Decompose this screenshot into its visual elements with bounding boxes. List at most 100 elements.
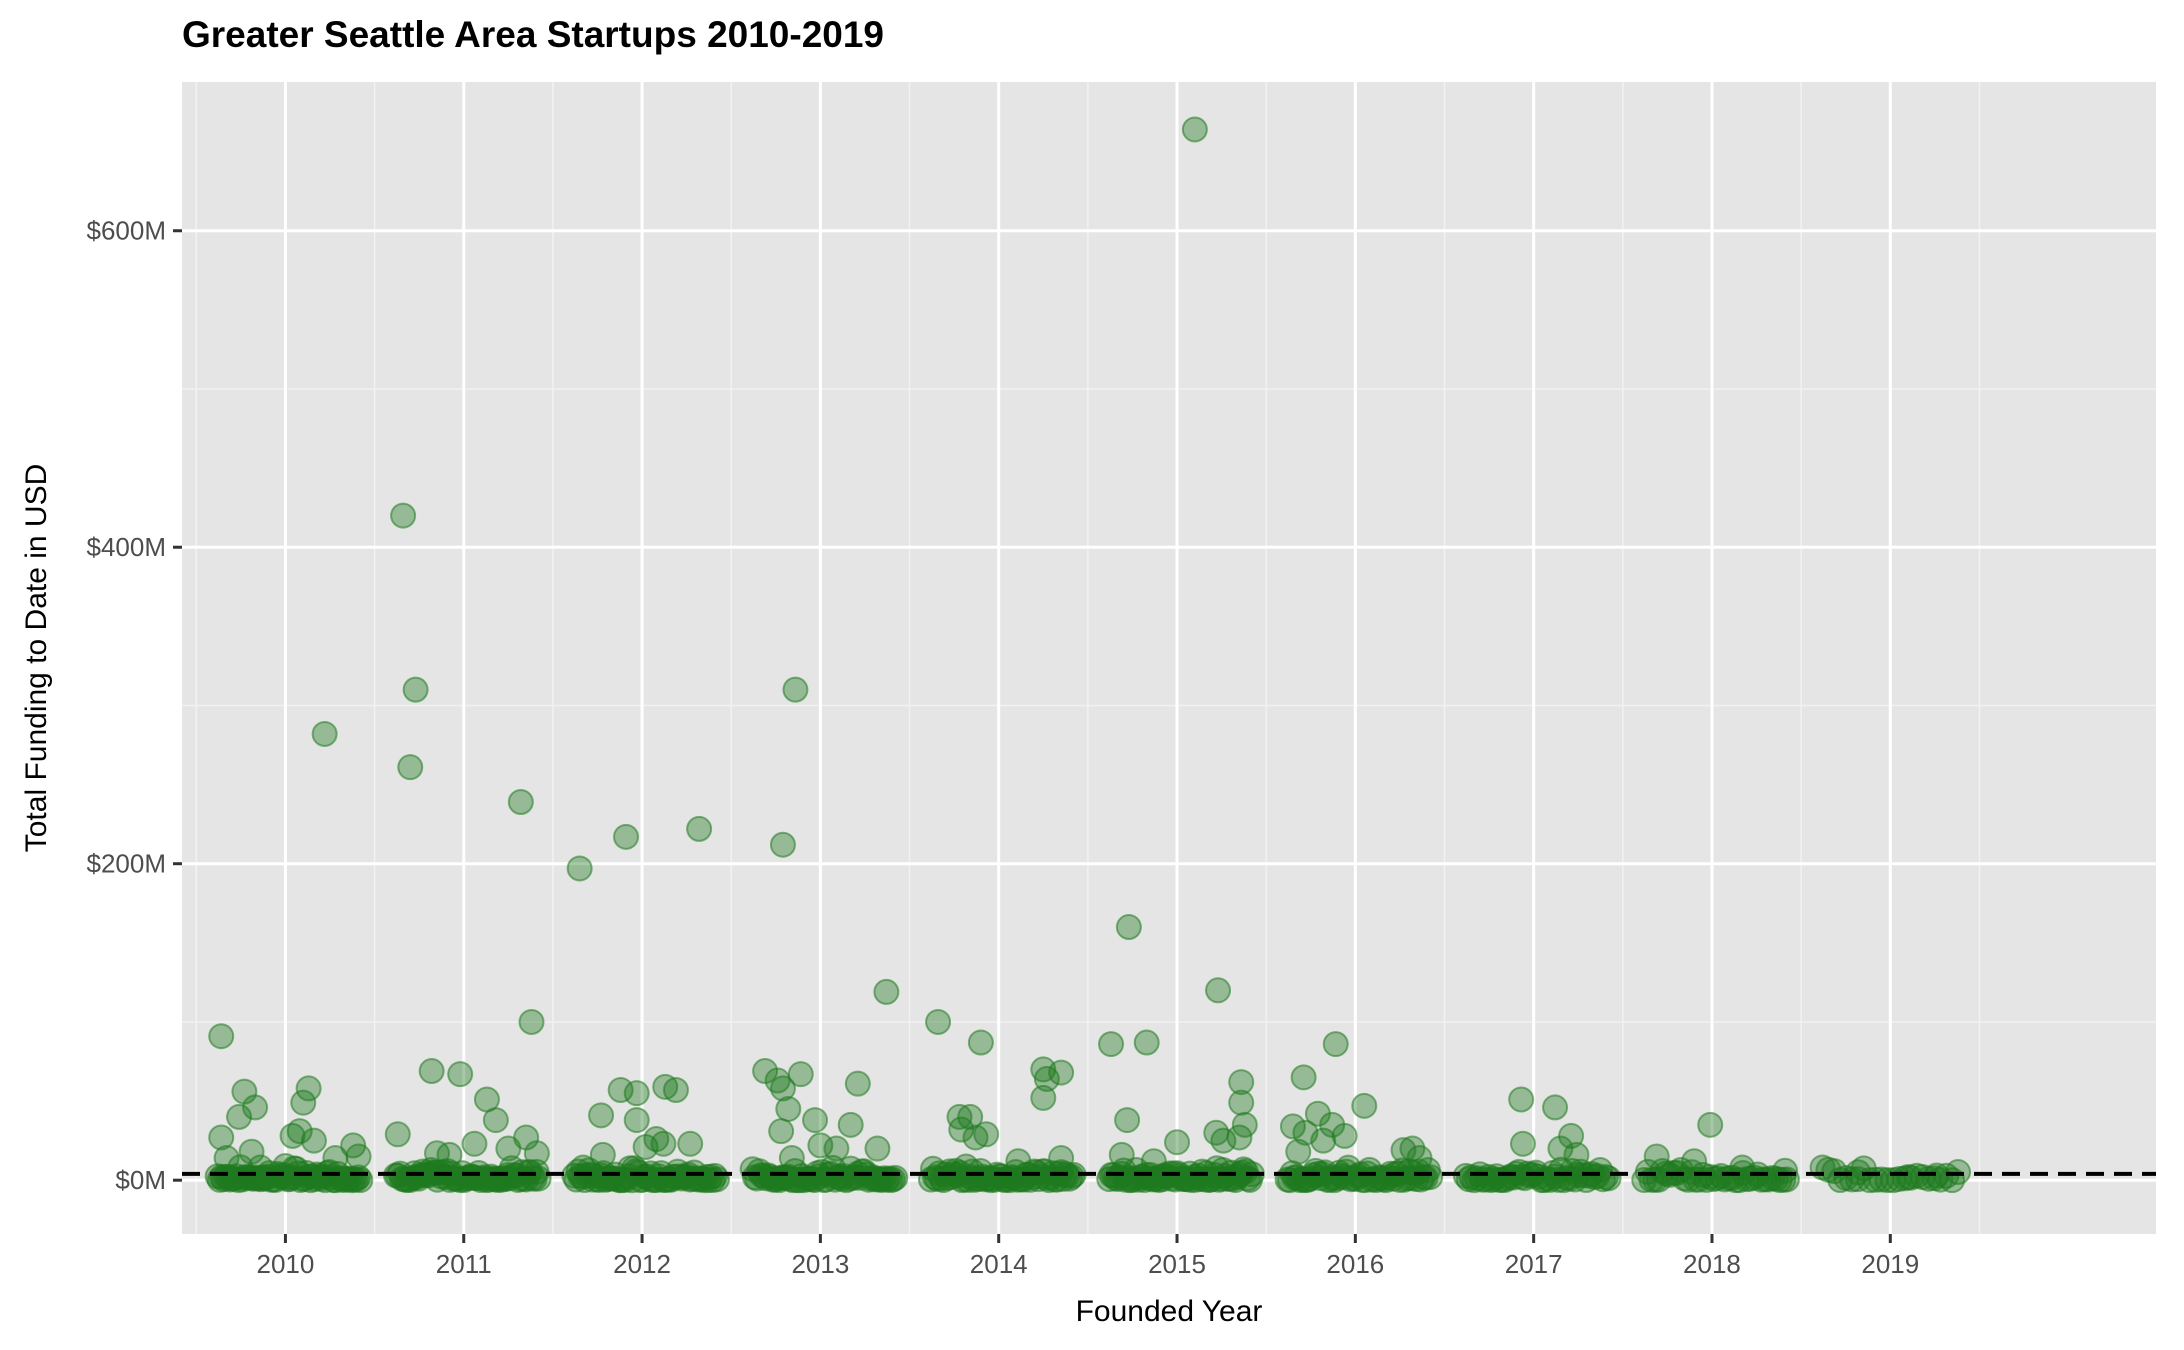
data-point: [957, 1103, 984, 1130]
data-point: [300, 1127, 327, 1154]
minor-gridlines: [182, 82, 2156, 1234]
data-point: [1681, 1148, 1708, 1175]
data-point: [518, 1008, 545, 1035]
data-point: [623, 1107, 650, 1134]
x-tick-label: 2018: [1683, 1249, 1741, 1279]
data-point: [1048, 1059, 1075, 1086]
data-point: [1542, 1094, 1569, 1121]
data-point: [436, 1141, 463, 1168]
data-point: [1048, 1145, 1075, 1172]
data-point: [566, 855, 593, 882]
x-tick-label: 2017: [1505, 1249, 1563, 1279]
data-point: [1290, 1064, 1317, 1091]
data-point: [775, 1095, 802, 1122]
data-point: [1228, 1089, 1255, 1116]
data-point: [607, 1077, 634, 1103]
data-point: [1563, 1141, 1590, 1168]
data-point: [507, 789, 534, 815]
data-point: [523, 1140, 550, 1167]
data-point: [613, 823, 640, 850]
data-point: [1406, 1145, 1433, 1172]
data-point: [1697, 1111, 1724, 1138]
y-tick-label: $0M: [115, 1165, 166, 1195]
data-point: [686, 815, 713, 842]
data-point: [967, 1029, 994, 1056]
data-point: [1108, 1141, 1135, 1168]
data-point: [1595, 1165, 1622, 1192]
data-point: [623, 1080, 650, 1107]
data-point: [1140, 1148, 1167, 1175]
x-tick-label: 2011: [436, 1249, 492, 1279]
data-point: [213, 1145, 240, 1172]
data-point: [703, 1166, 730, 1193]
data-point: [1033, 1065, 1060, 1092]
data-point: [295, 1075, 322, 1102]
data-point: [650, 1130, 677, 1157]
data-point: [1390, 1137, 1417, 1164]
x-tick-label: 2014: [970, 1249, 1028, 1279]
x-tick-label: 2019: [1861, 1249, 1919, 1279]
data-point: [525, 1165, 552, 1192]
data-point: [208, 1023, 235, 1050]
x-axis-title: Founded Year: [1076, 1295, 1263, 1328]
data-point: [447, 1061, 474, 1088]
data-point: [948, 1116, 975, 1143]
data-point: [1114, 1107, 1141, 1134]
data-point: [482, 1107, 509, 1134]
data-point: [1228, 1069, 1255, 1096]
data-point: [1643, 1143, 1670, 1170]
data-point: [1351, 1092, 1378, 1119]
data-point: [973, 1121, 1000, 1148]
data-point: [461, 1130, 488, 1157]
data-point: [390, 502, 417, 529]
data-point: [247, 1154, 274, 1181]
data-point: [873, 978, 900, 1005]
data-point: [588, 1102, 615, 1129]
data-point: [807, 1132, 834, 1159]
data-point: [1205, 977, 1232, 1004]
data-point: [882, 1164, 909, 1191]
y-tick-label: $400M: [87, 532, 167, 562]
data-point: [311, 720, 338, 747]
data-point: [347, 1167, 374, 1194]
y-axis: $0M $200M $400M $600M: [87, 216, 182, 1195]
data-point: [925, 1008, 952, 1035]
data-point: [226, 1103, 253, 1130]
data-point: [844, 1070, 871, 1097]
data-point: [1310, 1127, 1337, 1154]
data-point: [1772, 1157, 1799, 1184]
plot-panel: [182, 82, 2156, 1234]
data-point: [1164, 1129, 1191, 1156]
data-point: [279, 1122, 306, 1149]
chart-title: Greater Seattle Area Startups 2010-2019: [182, 14, 885, 55]
data-point: [1729, 1154, 1756, 1181]
data-point: [397, 754, 424, 781]
data-point: [208, 1124, 235, 1151]
x-axis: 2010 2011 2012 2013 2014 2015 2016 2017 2018 2019: [257, 1234, 1919, 1279]
data-point: [1895, 1164, 1922, 1191]
data-point: [1098, 1031, 1125, 1058]
data-point: [782, 676, 809, 703]
data-point: [1210, 1127, 1237, 1154]
data-point: [589, 1141, 616, 1168]
data-point: [1030, 1084, 1057, 1111]
y-tick-label: $600M: [87, 216, 167, 246]
data-point: [823, 1135, 850, 1162]
data-point: [418, 1058, 445, 1085]
x-tick-label: 2013: [791, 1249, 849, 1279]
data-point: [1508, 1086, 1535, 1113]
data-point: [662, 1077, 689, 1103]
data-point: [238, 1138, 265, 1165]
data-point: [242, 1094, 269, 1121]
data-point: [384, 1121, 411, 1148]
x-tick-label: 2015: [1148, 1249, 1206, 1279]
data-point: [290, 1089, 317, 1116]
data-point: [1181, 116, 1208, 143]
data-point: [1509, 1130, 1536, 1157]
data-point: [643, 1126, 670, 1153]
data-point: [1279, 1113, 1306, 1140]
data-point: [286, 1118, 313, 1145]
data-point: [1558, 1122, 1585, 1149]
data-point: [837, 1111, 864, 1138]
